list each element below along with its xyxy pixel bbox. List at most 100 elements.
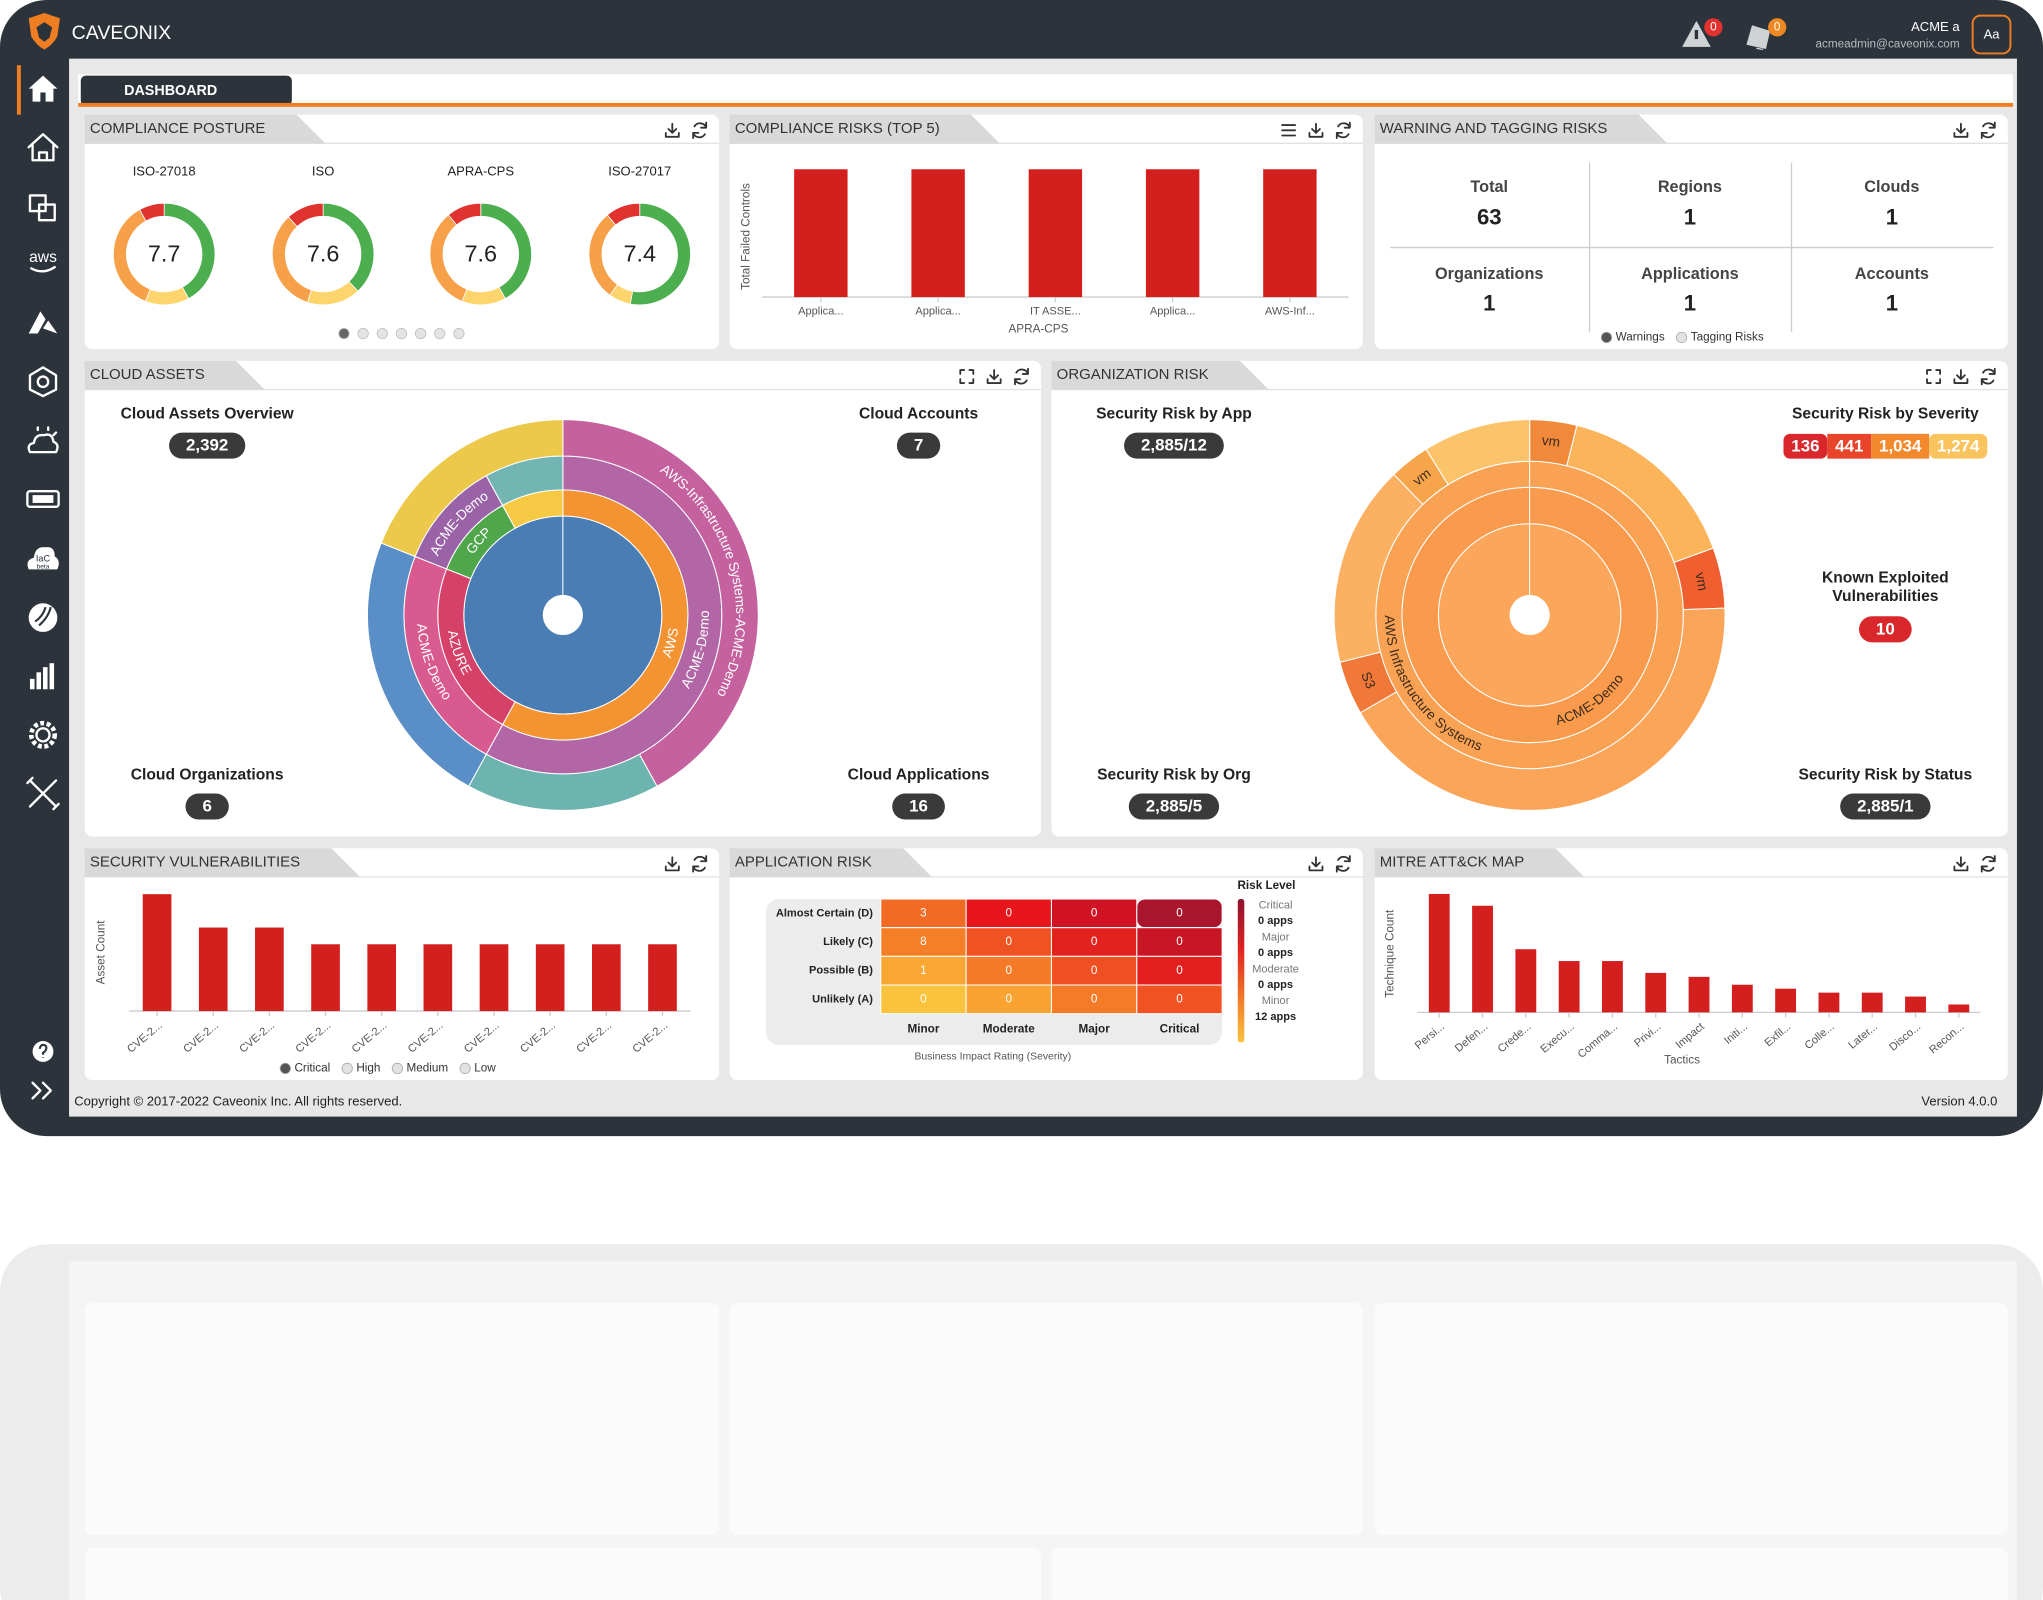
menu-button[interactable] bbox=[1281, 124, 1297, 137]
legend-apps: 12 apps bbox=[1255, 1011, 1296, 1023]
bar bbox=[1428, 893, 1450, 1013]
panel-header-tab bbox=[84, 114, 326, 144]
icon bbox=[49, 663, 55, 690]
sidebar-item[interactable] bbox=[31, 1081, 52, 1100]
bar bbox=[1515, 949, 1537, 1013]
refresh-button[interactable] bbox=[1335, 855, 1351, 873]
heatmap-cell[interactable] bbox=[1050, 898, 1138, 929]
badge-value: 6 bbox=[202, 797, 211, 816]
icon bbox=[32, 1041, 54, 1062]
pager-dot[interactable] bbox=[414, 327, 427, 340]
bar bbox=[1948, 1004, 1970, 1013]
pager-dot[interactable] bbox=[376, 327, 388, 340]
icon bbox=[1953, 856, 1969, 872]
sunburst-segment[interactable] bbox=[1359, 607, 1726, 811]
bar bbox=[1731, 984, 1753, 1013]
sidebar-item[interactable] bbox=[27, 133, 59, 162]
expand-button[interactable] bbox=[1926, 369, 1941, 384]
sidebar-item[interactable] bbox=[28, 603, 58, 632]
icon bbox=[692, 855, 708, 873]
download-button[interactable] bbox=[664, 122, 680, 138]
notifications-button[interactable]: 0 bbox=[1746, 18, 1787, 51]
download-button[interactable] bbox=[1308, 856, 1324, 872]
panel bbox=[1374, 114, 2008, 350]
panel-header-tab bbox=[84, 360, 265, 390]
sidebar-item[interactable]: aws bbox=[29, 249, 57, 273]
legend-level: Critical bbox=[1259, 899, 1293, 911]
gauge-segment bbox=[139, 202, 165, 222]
download-button[interactable] bbox=[1953, 856, 1969, 872]
sunburst-segment[interactable] bbox=[380, 419, 564, 558]
pager-dot[interactable] bbox=[453, 327, 465, 340]
download-button[interactable] bbox=[986, 369, 1002, 384]
download-button[interactable] bbox=[1308, 122, 1324, 138]
legend-swatch[interactable] bbox=[1600, 331, 1613, 344]
sidebar-item[interactable] bbox=[28, 311, 58, 334]
refresh-button[interactable] bbox=[1014, 367, 1029, 386]
sunburst-label: vm bbox=[1693, 571, 1711, 592]
pager-dot[interactable] bbox=[395, 327, 408, 340]
bar bbox=[1688, 976, 1710, 1013]
heatmap-cell[interactable] bbox=[965, 927, 1052, 957]
bar bbox=[535, 944, 565, 1012]
avatar-button[interactable] bbox=[1971, 14, 2012, 55]
sidebar-item[interactable] bbox=[26, 490, 60, 509]
icon bbox=[28, 194, 47, 213]
alerts-button[interactable]: 0 bbox=[1682, 18, 1723, 47]
pager-dot[interactable] bbox=[357, 327, 369, 340]
refresh-button[interactable] bbox=[692, 855, 708, 873]
severity-badge bbox=[1871, 433, 1930, 459]
heatmap-cell[interactable] bbox=[1136, 984, 1223, 1015]
heatmap-cell[interactable] bbox=[880, 927, 967, 957]
heatmap-cell[interactable] bbox=[1050, 927, 1138, 957]
sunburst-segment[interactable] bbox=[562, 419, 759, 787]
sunburst-segment[interactable] bbox=[1425, 419, 1531, 486]
sidebar-item[interactable] bbox=[28, 720, 58, 749]
download-button[interactable] bbox=[1953, 122, 1969, 138]
legend-swatch[interactable] bbox=[1676, 331, 1688, 344]
legend-swatch[interactable] bbox=[391, 1062, 403, 1075]
panel bbox=[84, 114, 720, 350]
sidebar-item[interactable] bbox=[26, 776, 60, 811]
pager-dot[interactable] bbox=[338, 327, 350, 340]
stat-value: 1 bbox=[1684, 291, 1696, 316]
download-button[interactable] bbox=[1953, 369, 1969, 384]
cell-value: 0 bbox=[920, 992, 927, 1005]
tab-label[interactable]: DASHBOARD bbox=[124, 83, 217, 99]
heatmap-cell[interactable] bbox=[965, 984, 1052, 1015]
sidebar-item[interactable] bbox=[28, 366, 58, 398]
iac-label: IaC bbox=[36, 553, 51, 563]
user-email: acmeadmin@caveonix.com bbox=[1815, 37, 1959, 50]
refresh-button[interactable] bbox=[692, 121, 708, 140]
expand-button[interactable] bbox=[959, 369, 975, 384]
sidebar-item[interactable] bbox=[29, 663, 55, 690]
heatmap-cell[interactable] bbox=[965, 898, 1052, 929]
dashboard-tab[interactable] bbox=[80, 75, 292, 106]
sidebar-item[interactable] bbox=[27, 426, 59, 454]
refresh-button[interactable] bbox=[1980, 855, 1996, 873]
stat-label: Known Exploited bbox=[1822, 570, 1949, 587]
download-button[interactable] bbox=[664, 856, 680, 872]
cell-value: 0 bbox=[1006, 992, 1013, 1005]
icon bbox=[29, 678, 35, 690]
heatmap-cell[interactable] bbox=[1136, 955, 1223, 986]
sidebar-item[interactable] bbox=[28, 75, 58, 102]
gauge-name: ISO-27018 bbox=[133, 163, 196, 178]
legend-swatch[interactable] bbox=[341, 1062, 353, 1075]
icon bbox=[27, 547, 59, 570]
sidebar-item[interactable] bbox=[32, 1041, 54, 1062]
sidebar-item[interactable] bbox=[28, 194, 56, 222]
heatmap-cell[interactable] bbox=[1050, 984, 1138, 1015]
pager-dot[interactable] bbox=[434, 327, 446, 340]
legend-swatch[interactable] bbox=[459, 1062, 471, 1075]
refresh-button[interactable] bbox=[1980, 367, 1996, 386]
bar bbox=[1472, 905, 1493, 1013]
refresh-button[interactable] bbox=[1980, 121, 1996, 140]
heatmap-cell[interactable] bbox=[880, 984, 967, 1015]
refresh-button[interactable] bbox=[1335, 121, 1351, 140]
x-axis-label: Tactics bbox=[1664, 1054, 1700, 1067]
icon bbox=[664, 856, 680, 872]
x-axis-label: APRA-CPS bbox=[1008, 323, 1068, 336]
legend-swatch[interactable] bbox=[279, 1062, 291, 1075]
